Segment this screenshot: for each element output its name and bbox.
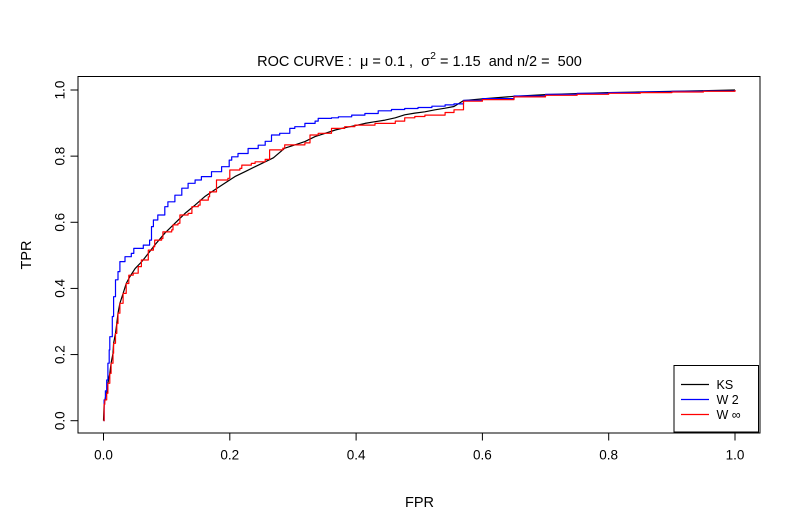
x-tick-label: 0.2: [220, 448, 239, 463]
series-curve-0: [102, 89, 736, 421]
chart-title-group: ROC CURVE : μ = 0.1 , σ2 = 1.15 and n/2 …: [257, 50, 582, 70]
chart-title: ROC CURVE : μ = 0.1 , σ2 = 1.15 and n/2 …: [257, 50, 582, 70]
x-tick-label: 0.4: [347, 448, 366, 463]
y-tick-label: 1.0: [53, 81, 68, 100]
title-text: = 1.15 and n/2 = 500: [436, 54, 582, 70]
plot-border: [77, 76, 761, 434]
legend-label-2: W ∞: [717, 408, 741, 422]
x-tick-label: 0.8: [599, 448, 618, 463]
y-tick-label: 0.0: [53, 411, 68, 430]
y-tick-label: 0.2: [53, 345, 68, 364]
x-axis-title: FPR: [405, 495, 434, 511]
x-tick-label: 0.0: [94, 448, 113, 463]
x-tick-label: 1.0: [726, 448, 745, 463]
title-text: ROC CURVE : μ = 0.1 , σ: [257, 54, 430, 70]
y-axis-title: TPR: [19, 241, 35, 270]
legend-label-0: KS: [717, 378, 734, 392]
series-curve-2: [103, 90, 736, 422]
series-group: [102, 89, 736, 422]
legend-box: [673, 365, 759, 433]
series-curve-1: [103, 90, 736, 422]
legend-label-1: W 2: [717, 393, 739, 407]
legend: KSW 2W ∞: [673, 365, 759, 433]
y-tick-label: 0.4: [53, 279, 68, 298]
x-tick-label: 0.6: [473, 448, 492, 463]
y-tick-label: 0.8: [53, 147, 68, 166]
title-superscript: 2: [430, 50, 436, 62]
y-axis: 0.0 0.2 0.4 0.6 0.8 1.0: [53, 81, 78, 430]
y-tick-label: 0.6: [53, 213, 68, 232]
x-axis: 0.0 0.2 0.4 0.6 0.8 1.0: [94, 433, 744, 463]
